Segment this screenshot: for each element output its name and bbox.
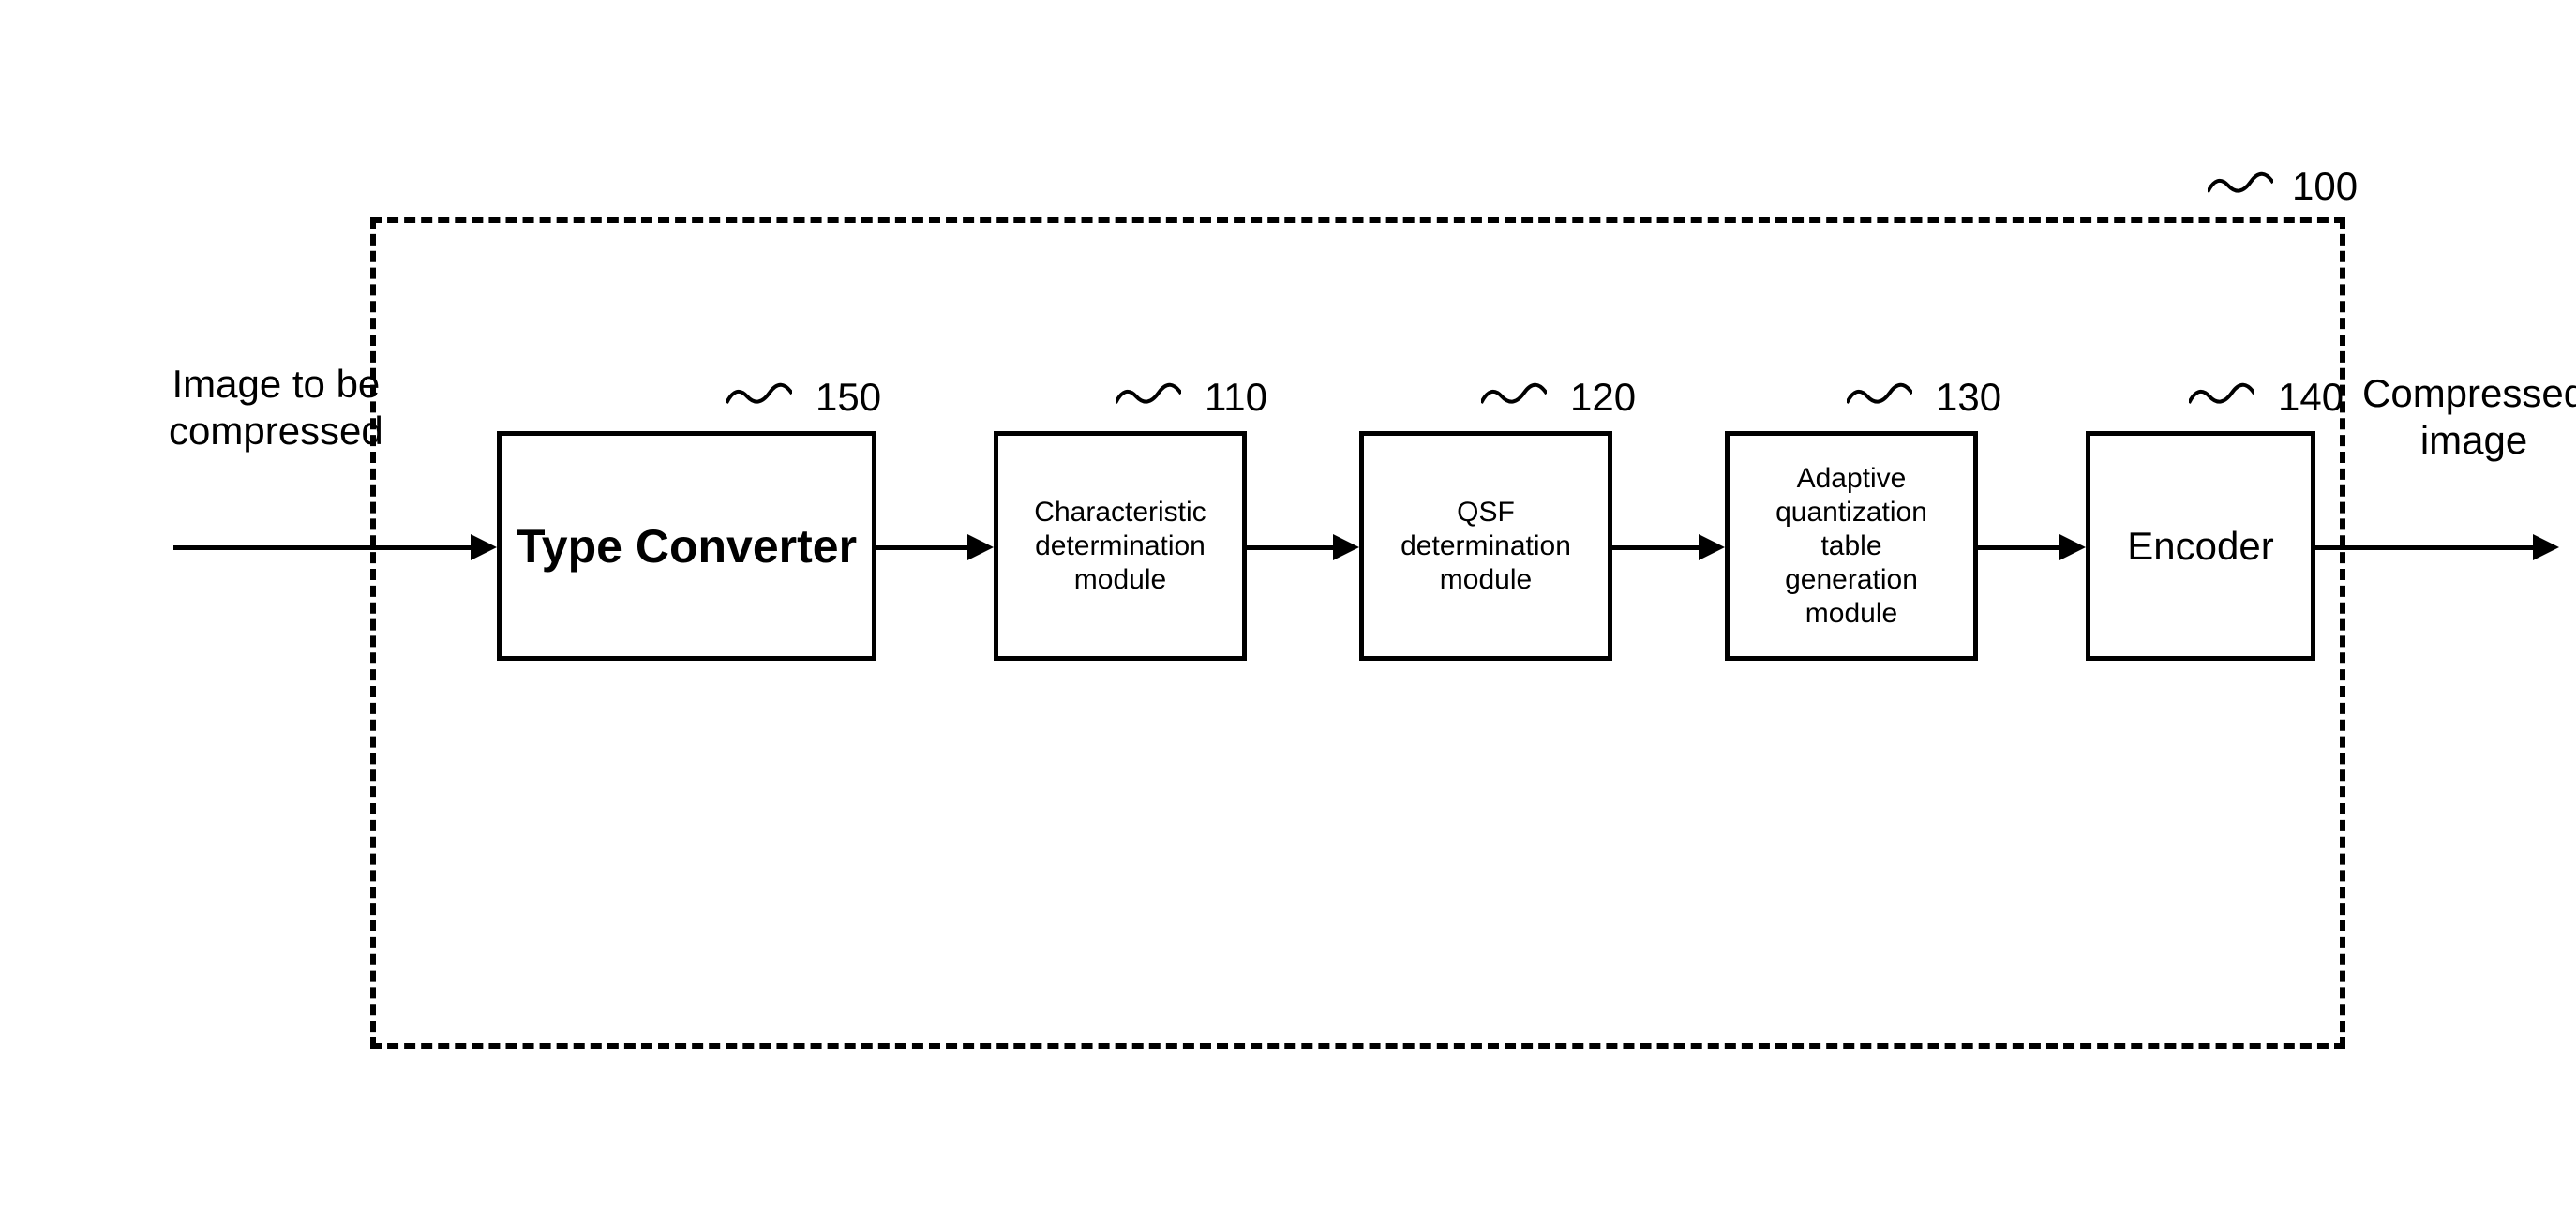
- block-qsf-determination: QSFdeterminationmodule: [1359, 431, 1612, 661]
- arrow-head-0: [471, 534, 497, 560]
- ref-label-140: 140: [2278, 375, 2344, 420]
- ref-squiggle-130: [1847, 380, 1912, 408]
- arrow-head-2: [1333, 534, 1359, 560]
- block-char-determination: Characteristicdeterminationmodule: [994, 431, 1247, 661]
- input-line2: compressed: [169, 409, 383, 453]
- ref-squiggle-120: [1481, 380, 1547, 408]
- arrow-line-1: [876, 545, 971, 550]
- block-label-adaptive-quant: Adaptivequantizationtablegenerationmodul…: [1775, 462, 1927, 631]
- arrow-line-4: [1978, 545, 2063, 550]
- ref-squiggle-100: [2208, 169, 2273, 197]
- input-label: Image to be compressed: [169, 361, 383, 455]
- block-adaptive-quant: Adaptivequantizationtablegenerationmodul…: [1725, 431, 1978, 661]
- arrow-line-3: [1612, 545, 1702, 550]
- arrow-line-5: [2315, 545, 2537, 550]
- block-encoder: Encoder: [2086, 431, 2315, 661]
- arrow-head-4: [2059, 534, 2086, 560]
- ref-label-110: 110: [1205, 375, 1267, 420]
- arrow-head-1: [967, 534, 994, 560]
- block-label-type-converter: Type Converter: [517, 519, 857, 574]
- ref-label-130: 130: [1936, 375, 2001, 420]
- ref-squiggle-150: [726, 380, 792, 408]
- block-type-converter: Type Converter: [497, 431, 876, 661]
- ref-label-100: 100: [2292, 164, 2358, 209]
- output-line1: Compressed: [2362, 371, 2576, 415]
- output-label: Compressed image: [2362, 370, 2576, 465]
- arrow-line-2: [1247, 545, 1337, 550]
- ref-label-150: 150: [816, 375, 881, 420]
- output-line2: image: [2420, 418, 2527, 462]
- arrow-line-0: [173, 545, 474, 550]
- block-label-char-determination: Characteristicdeterminationmodule: [1034, 496, 1206, 597]
- block-label-encoder: Encoder: [2127, 524, 2273, 569]
- block-label-qsf-determination: QSFdeterminationmodule: [1400, 496, 1571, 597]
- input-line1: Image to be: [172, 362, 380, 406]
- ref-squiggle-140: [2189, 380, 2254, 408]
- ref-squiggle-110: [1116, 380, 1181, 408]
- ref-label-120: 120: [1570, 375, 1636, 420]
- arrow-head-5: [2533, 534, 2559, 560]
- arrow-head-3: [1699, 534, 1725, 560]
- diagram-canvas: 100 Image to be compressed Compressed im…: [0, 0, 2576, 1207]
